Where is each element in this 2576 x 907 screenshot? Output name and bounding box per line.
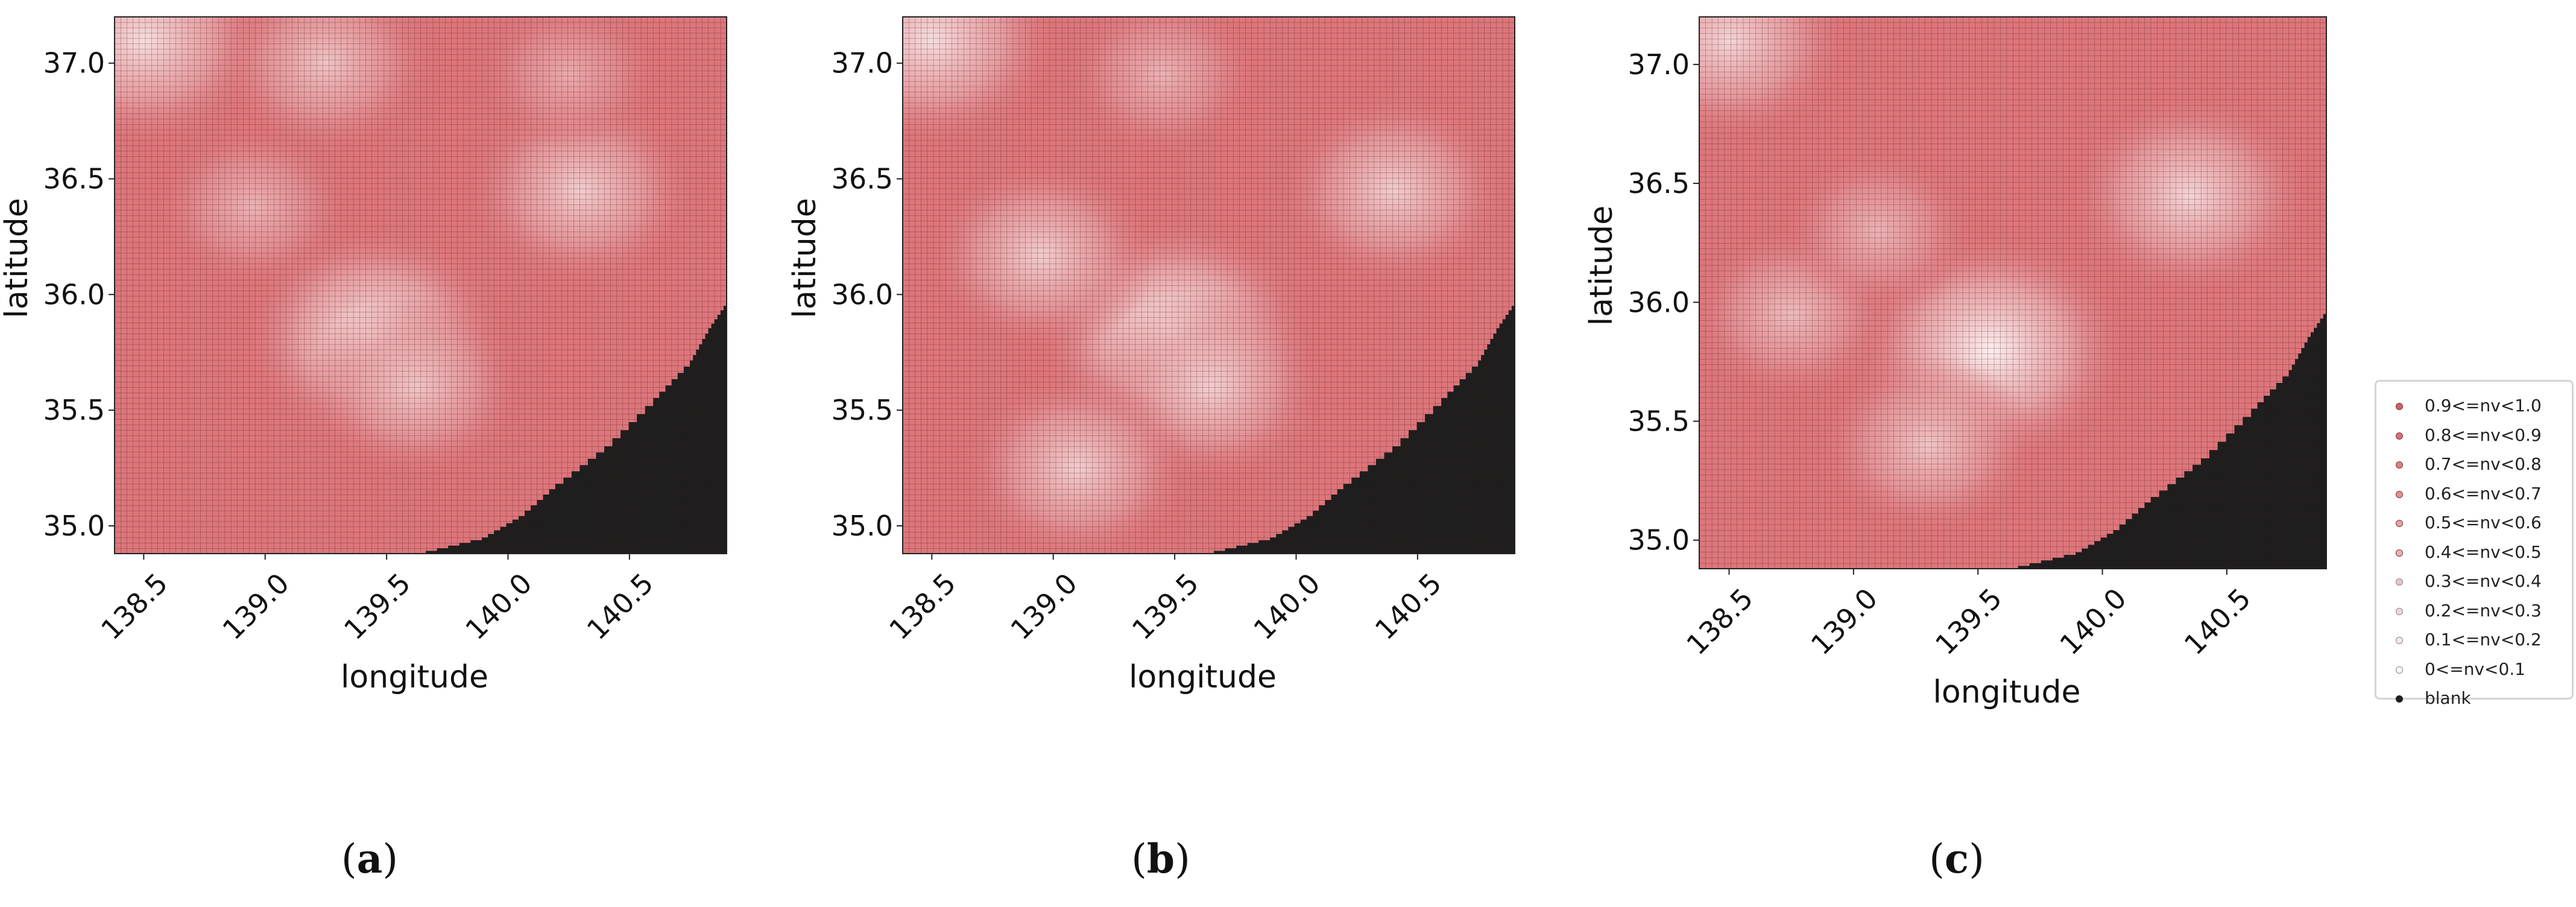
legend-marker [2396,637,2403,644]
legend-marker [2396,578,2403,586]
x-tick-label: 139.0 [1805,582,1884,661]
legend: 0.9<=nv<1.0 0.8<=nv<0.9 0.7<=nv<0.8 0.6<=nv… [2375,380,2574,708]
legend-label: 0.1<=nv<0.2 [2425,630,2542,649]
legend-label: 0.6<=nv<0.7 [2425,483,2542,504]
legend-label: 0.5<=nv<0.6 [2425,513,2542,533]
x-tick-label: 139.0 [216,567,295,646]
heatmap-panel-c: 35.0 35.5 36.0 36.5 37.0 138.5 139.0 139.5 140.0… [1583,16,2327,710]
legend-marker [2396,520,2403,527]
caption-open: ( [341,836,357,882]
y-tick-label: 35.0 [1628,524,1690,557]
legend-label: 0.8<=nv<0.9 [2425,425,2542,445]
x-tick-label: 140.5 [581,567,660,646]
y-tick-label: 37.0 [43,47,105,80]
y-tick-label: 36.0 [832,278,893,311]
caption-close: ) [1969,836,1984,882]
caption-a: (a) [341,835,398,882]
y-tick-label: 35.0 [832,510,893,542]
legend-marker [2396,461,2403,469]
axes-frame [902,16,1515,554]
legend-marker [2396,403,2403,410]
y-tick-label: 36.0 [1628,286,1690,318]
legend-label: blank [2425,688,2471,708]
cell-grid [1699,17,2326,569]
y-tick-label: 37.0 [832,47,893,80]
y-tick-label: 36.5 [832,163,893,195]
caption-letter: b [1146,835,1175,882]
y-axis-label: latitude [787,198,823,318]
legend-entry: 0.4<=nv<0.5 [2376,539,2572,569]
x-axis-label: longitude [1933,674,2080,710]
caption-close: ) [382,836,399,882]
legend-marker [2396,490,2403,498]
x-tick-label: 140.0 [459,567,538,646]
heatmap-panel-a: 35.0 35.5 36.0 36.5 37.0 138.5 139.0 139.5 140.0… [0,16,727,695]
legend-marker [2396,607,2403,615]
axes-frame [1699,16,2327,569]
x-tick-label: 138.5 [1680,582,1759,661]
legend-entry: 0<=nv<0.1 [2376,656,2572,686]
legend-label: 0<=nv<0.1 [2425,659,2526,679]
plot-area [1699,17,2326,569]
y-tick-label: 35.5 [1628,405,1690,437]
y-tick-label: 36.5 [1628,167,1690,200]
legend-marker [2396,695,2403,703]
x-tick-label: 139.5 [338,567,417,646]
legend-entry: blank [2376,685,2572,715]
y-tick-label: 37.0 [1628,48,1690,81]
legend-entry: 0.6<=nv<0.7 [2376,481,2572,510]
legend-entry: 0.5<=nv<0.6 [2376,510,2572,539]
legend-entry: 0.1<=nv<0.2 [2376,627,2572,656]
caption-letter: c [1944,835,1969,882]
y-tick-label: 35.5 [832,394,893,426]
y-tick-label: 35.0 [43,510,105,542]
x-tick-label: 139.5 [1126,567,1205,646]
caption-open: ( [1929,836,1945,882]
x-tick-label: 140.0 [1247,567,1326,646]
y-tick-label: 36.0 [43,278,105,311]
caption-letter: a [356,835,383,882]
legend-label: 0.2<=nv<0.3 [2425,600,2542,621]
legend-entries: 0.9<=nv<1.0 0.8<=nv<0.9 0.7<=nv<0.8 0.6<=nv… [2376,393,2572,715]
legend-label: 0.4<=nv<0.5 [2425,542,2542,562]
heatmap-panel-b: 35.0 35.5 36.0 36.5 37.0 138.5 139.0 139.5 140.0… [787,16,1515,695]
plot-area [115,17,727,554]
legend-marker [2396,549,2403,557]
x-tick-label: 140.0 [2053,582,2132,661]
y-tick-label: 36.5 [43,163,105,195]
y-axis-label: latitude [0,198,35,318]
plot-area [903,17,1515,554]
caption-b: (b) [1131,835,1190,882]
y-tick-label: 35.5 [43,394,105,426]
legend-label: 0.3<=nv<0.4 [2425,571,2542,591]
x-axis-label: longitude [341,659,488,695]
y-axis-label: latitude [1583,206,1620,326]
legend-entry: 0.7<=nv<0.8 [2376,451,2572,481]
legend-marker [2396,666,2403,674]
x-tick-label: 138.5 [883,567,962,646]
cell-grid [903,17,1515,554]
x-tick-label: 139.5 [1929,582,2008,661]
legend-label: 0.9<=nv<1.0 [2425,396,2542,416]
legend-marker [2396,432,2403,440]
x-tick-label: 139.0 [1005,567,1084,646]
caption-c: (c) [1929,835,1984,882]
x-tick-label: 140.5 [2178,582,2257,661]
legend-label: 0.7<=nv<0.8 [2425,454,2542,474]
caption-open: ( [1131,836,1147,882]
legend-entry: 0.3<=nv<0.4 [2376,568,2572,598]
legend-entry: 0.9<=nv<1.0 [2376,393,2572,422]
x-axis-label: longitude [1129,659,1277,695]
legend-entry: 0.8<=nv<0.9 [2376,422,2572,452]
caption-close: ) [1175,836,1190,882]
legend-entry: 0.2<=nv<0.3 [2376,598,2572,627]
axes-frame [114,16,727,554]
x-tick-label: 138.5 [95,567,174,646]
x-tick-label: 140.5 [1369,567,1448,646]
cell-grid [115,17,727,554]
